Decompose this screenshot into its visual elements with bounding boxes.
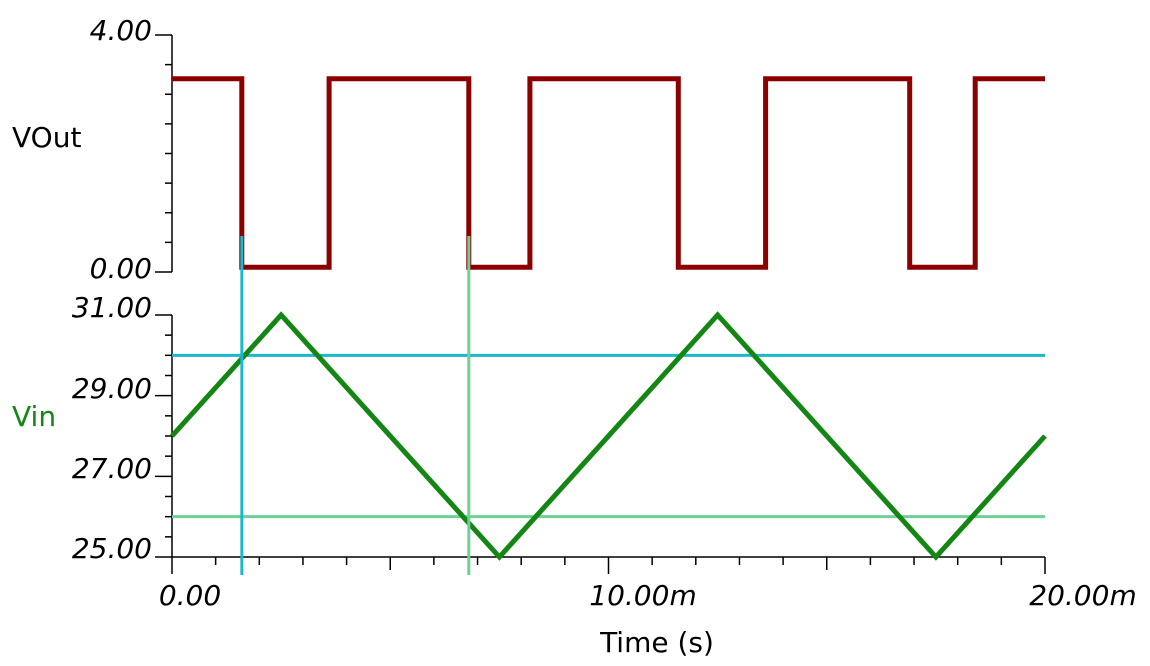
vout-ytick-max-label: 4.00 xyxy=(90,14,152,47)
vin-ytick-27-label: 27.00 xyxy=(72,452,152,485)
xtick-20m-label: 20.00m xyxy=(1029,579,1136,612)
xtick-10m-label: 10.00m xyxy=(589,579,696,612)
vout-axis-label: VOut xyxy=(12,121,81,154)
vin-ytick-29-label: 29.00 xyxy=(72,372,152,405)
xtick-0-label: 0.00 xyxy=(159,579,221,612)
vout-ytick-min-label: 0.00 xyxy=(90,252,152,285)
vout-series-line xyxy=(172,76,1045,270)
vout-panel: 4.00 0.00 VOut xyxy=(12,14,1045,285)
vin-series-line xyxy=(170,311,1047,561)
vin-y-ticks xyxy=(155,314,172,558)
vin-ytick-25-label: 25.00 xyxy=(72,532,152,565)
x-ticks xyxy=(171,557,1046,574)
vout-minor-ticks xyxy=(165,63,172,244)
x-axis-title: Time (s) xyxy=(599,626,714,659)
vin-panel: 31.00 29.00 27.00 25.00 Vin 0.00 10.00m … xyxy=(12,291,1137,659)
vin-axis-label: Vin xyxy=(12,400,56,433)
vin-ytick-31-label: 31.00 xyxy=(72,291,152,324)
